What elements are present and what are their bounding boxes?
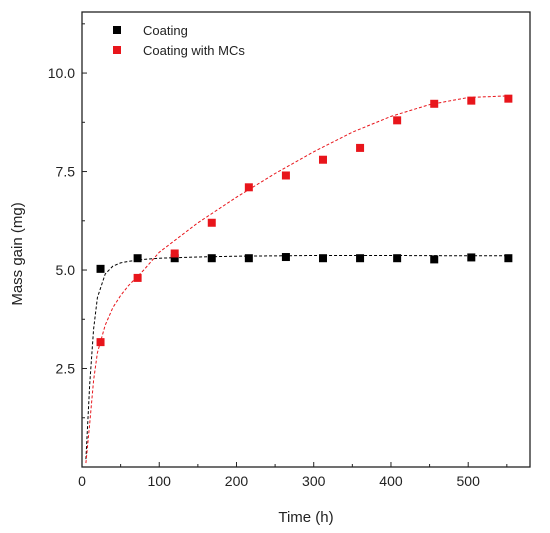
y-tick-label: 5.0: [56, 262, 76, 278]
data-point-series-1: [244, 183, 253, 192]
data-point-series-0: [96, 264, 105, 273]
x-tick-label: 300: [302, 473, 326, 489]
legend-label: Coating with MCs: [143, 43, 245, 58]
data-point-series-1: [504, 94, 513, 103]
data-point-series-1: [467, 96, 476, 105]
legend-label: Coating: [143, 23, 188, 38]
legend-marker: [113, 46, 121, 54]
x-tick-label: 100: [148, 473, 172, 489]
data-point-series-0: [170, 254, 179, 263]
y-axis: 2.5 5.0 7.5 10.0: [48, 23, 87, 419]
data-point-series-1: [430, 99, 439, 108]
legend: Coating Coating with MCs: [113, 23, 245, 58]
x-tick-label: 400: [379, 473, 403, 489]
fit-curve-1: [85, 95, 507, 464]
data-points: [96, 94, 513, 347]
y-tick-label: 2.5: [56, 361, 76, 377]
data-point-series-0: [467, 253, 476, 262]
x-tick-label: 500: [457, 473, 481, 489]
data-point-series-1: [207, 218, 216, 227]
y-axis-label: Mass gain (mg): [9, 202, 26, 305]
y-tick-label: 7.5: [56, 164, 76, 180]
y-tick-label: 10.0: [48, 65, 75, 81]
fit-curves: [85, 95, 507, 464]
data-point-series-1: [170, 249, 179, 258]
x-axis-label: Time (h): [278, 509, 333, 526]
data-point-series-0: [504, 254, 513, 263]
data-point-series-0: [356, 254, 365, 263]
data-point-series-0: [318, 254, 327, 263]
legend-marker: [113, 26, 121, 34]
data-point-series-0: [430, 255, 439, 264]
data-point-series-0: [393, 254, 402, 263]
data-point-series-1: [356, 143, 365, 152]
fit-curve-0: [85, 255, 507, 460]
data-point-series-0: [207, 254, 216, 263]
x-tick-label: 200: [225, 473, 249, 489]
data-point-series-1: [133, 273, 142, 282]
data-point-series-0: [244, 254, 253, 263]
data-point-series-0: [281, 253, 290, 262]
data-point-series-1: [393, 116, 402, 125]
data-point-series-1: [281, 171, 290, 180]
x-axis: 0 100 200 300 400 500: [78, 462, 508, 489]
plot-frame: [81, 11, 531, 468]
data-point-series-0: [133, 254, 142, 263]
x-tick-label: 0: [78, 473, 86, 489]
data-point-series-1: [96, 338, 105, 347]
data-point-series-1: [318, 155, 327, 164]
